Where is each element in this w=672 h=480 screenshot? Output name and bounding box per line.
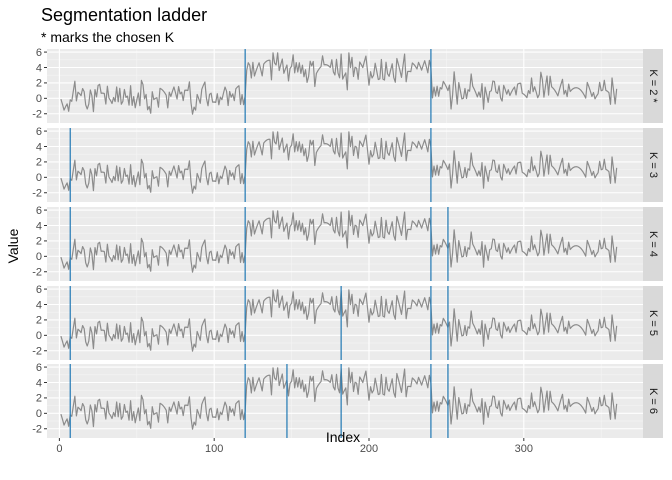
y-axis-title: Value bbox=[5, 228, 21, 263]
y-tick-label: 4 bbox=[36, 62, 42, 74]
y-tick-label: 6 bbox=[36, 205, 42, 217]
strip-background bbox=[643, 128, 663, 202]
x-tick-label: 0 bbox=[56, 443, 62, 455]
y-tick-label: -2 bbox=[32, 267, 42, 279]
chart-title: Segmentation ladder bbox=[41, 5, 207, 25]
y-tick-label: 2 bbox=[36, 157, 42, 169]
panel-background bbox=[47, 128, 643, 202]
series-line bbox=[60, 131, 618, 194]
panels: -2 0 2 4 6 K = 2 * -2 0 2 4 6 K = 3 -2 0 2 4 6 K = 4 -2 0 2 4… bbox=[32, 47, 663, 438]
strip-label: K = 6 bbox=[647, 388, 659, 414]
chart-subtitle: * marks the chosen K bbox=[41, 29, 175, 45]
panel-k4: -2 0 2 4 6 K = 4 bbox=[32, 205, 663, 281]
y-tick-label: -2 bbox=[32, 346, 42, 358]
panel-k5: -2 0 2 4 6 K = 5 bbox=[32, 284, 663, 360]
y-tick-label: 4 bbox=[36, 377, 42, 389]
strip-label: K = 5 bbox=[647, 310, 659, 336]
y-tick-label: 2 bbox=[36, 393, 42, 405]
strip-background bbox=[643, 207, 663, 281]
y-tick-label: 0 bbox=[36, 172, 42, 184]
panel-background bbox=[47, 49, 643, 123]
y-tick-label: 0 bbox=[36, 251, 42, 263]
strip-background bbox=[643, 364, 663, 438]
y-tick-label: -2 bbox=[32, 188, 42, 200]
series-line bbox=[60, 289, 618, 352]
panel-k6: -2 0 2 4 6 K = 6 bbox=[32, 362, 663, 438]
y-tick-label: 4 bbox=[36, 220, 42, 232]
x-tick-label: 200 bbox=[360, 443, 378, 455]
y-tick-label: -2 bbox=[32, 109, 42, 121]
y-tick-label: 0 bbox=[36, 330, 42, 342]
y-tick-label: 6 bbox=[36, 284, 42, 296]
strip-label: K = 3 bbox=[647, 152, 659, 178]
y-tick-label: 0 bbox=[36, 93, 42, 105]
x-axis: 0 100 200 300 bbox=[56, 438, 533, 455]
panel-k3: -2 0 2 4 6 K = 3 bbox=[32, 126, 663, 202]
y-tick-label: 4 bbox=[36, 299, 42, 311]
series-line bbox=[60, 210, 618, 273]
panel-background bbox=[47, 207, 643, 281]
strip-label: K = 2 * bbox=[647, 69, 659, 103]
y-tick-label: -2 bbox=[32, 424, 42, 436]
x-tick-label: 100 bbox=[205, 443, 223, 455]
y-tick-label: 2 bbox=[36, 236, 42, 248]
panel-background bbox=[47, 286, 643, 360]
y-tick-label: 2 bbox=[36, 78, 42, 90]
panel-k2: -2 0 2 4 6 K = 2 * bbox=[32, 47, 663, 123]
y-tick-label: 2 bbox=[36, 315, 42, 327]
strip-background bbox=[643, 49, 663, 123]
y-tick-label: 6 bbox=[36, 126, 42, 138]
x-axis-title: Index bbox=[326, 429, 360, 445]
x-tick-label: 300 bbox=[515, 443, 533, 455]
y-tick-label: 4 bbox=[36, 141, 42, 153]
strip-background bbox=[643, 286, 663, 360]
y-tick-label: 6 bbox=[36, 362, 42, 374]
y-tick-label: 0 bbox=[36, 408, 42, 420]
series-line bbox=[60, 367, 618, 430]
strip-label: K = 4 bbox=[647, 231, 659, 257]
series-line bbox=[60, 52, 618, 115]
y-tick-label: 6 bbox=[36, 47, 42, 59]
panel-background bbox=[47, 364, 643, 438]
